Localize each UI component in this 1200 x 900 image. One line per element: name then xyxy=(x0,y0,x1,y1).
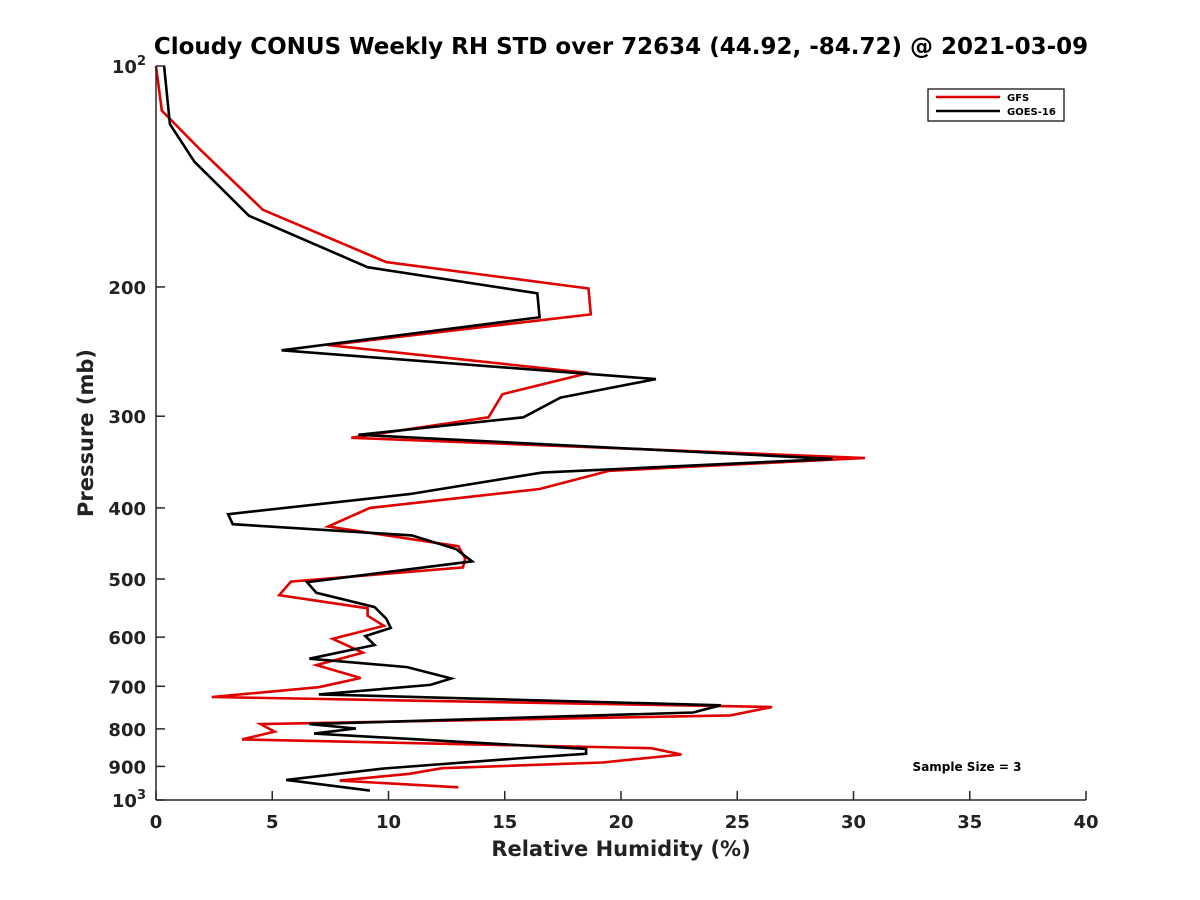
y-tick-label: 500 xyxy=(108,570,146,591)
sample-size-annotation: Sample Size = 3 xyxy=(913,760,1022,774)
x-tick-label: 20 xyxy=(608,812,633,833)
plot-area: 0 5 10 15 20 25 30 35 40 102 200 300 400 500 600 700 80… xyxy=(108,54,1098,833)
series-line-goes-16 xyxy=(162,65,833,792)
y-tick-label: 200 xyxy=(108,278,146,299)
y-tick-label: 102 xyxy=(112,54,146,78)
x-ticks: 0 5 10 15 20 25 30 35 40 xyxy=(150,791,1099,833)
chart-title: Cloudy CONUS Weekly RH STD over 72634 (4… xyxy=(154,34,1088,60)
x-tick-label: 10 xyxy=(376,812,401,833)
x-tick-label: 5 xyxy=(266,812,279,833)
x-tick-label: 15 xyxy=(492,812,517,833)
legend-label-goes-16: GOES-16 xyxy=(1007,107,1056,118)
x-tick-label: 35 xyxy=(957,812,982,833)
y-tick-label: 103 xyxy=(112,788,146,812)
y-tick-label: 300 xyxy=(108,407,146,428)
y-tick-label: 700 xyxy=(108,677,146,698)
x-tick-label: 30 xyxy=(841,812,866,833)
y-tick-label: 800 xyxy=(108,720,146,741)
y-tick-label: 900 xyxy=(108,757,146,778)
x-tick-label: 0 xyxy=(150,812,163,833)
series-layer xyxy=(154,65,866,792)
y-ticks: 102 200 300 400 500 600 700 800 900 103 xyxy=(108,54,165,812)
legend: GFS GOES-16 xyxy=(927,88,1065,122)
y-tick-label: 600 xyxy=(108,628,146,649)
x-axis-label: Relative Humidity (%) xyxy=(491,837,750,861)
legend-label-gfs: GFS xyxy=(1007,93,1029,104)
x-tick-label: 40 xyxy=(1073,812,1098,833)
y-axis-label: Pressure (mb) xyxy=(74,349,98,517)
x-tick-label: 25 xyxy=(725,812,750,833)
y-tick-label: 400 xyxy=(108,499,146,520)
legend-box xyxy=(927,88,1065,122)
